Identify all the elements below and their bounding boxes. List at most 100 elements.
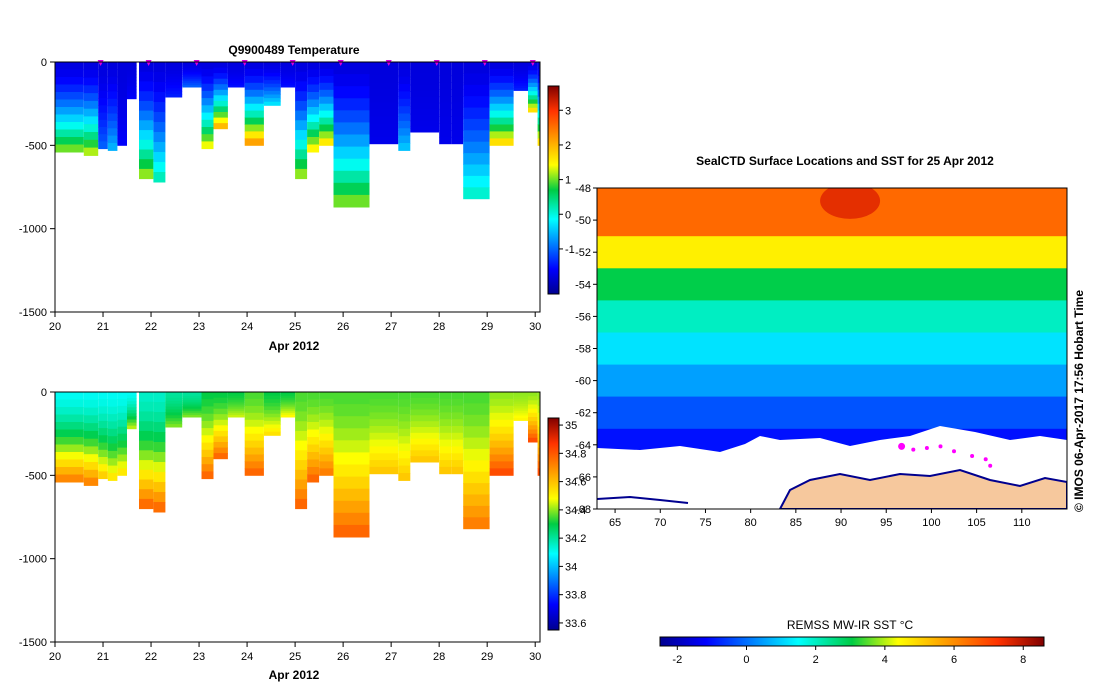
profile-18-layer [319,89,334,98]
profile-13-layer [244,82,264,91]
profile-25-layer [463,494,490,507]
profile-27-layer [513,396,528,400]
profile-21-layer [398,62,411,70]
profile-20-layer [369,62,399,70]
profile-28-layer [528,74,538,80]
profile-22-layer [410,97,440,104]
profile-0-layer [55,392,84,400]
profile-12-layer [227,68,245,71]
profile-5-layer [127,395,137,399]
profile-14-layer [263,420,281,425]
lon-tick-label: 80 [745,517,757,529]
profile-26-layer [489,419,514,428]
profile-16-layer [295,120,308,131]
profile-2-layer [98,399,108,407]
profile-0-layer [55,437,84,445]
profile-24-layer [451,89,464,97]
profile-11-layer [213,106,228,113]
profile-16-layer [295,430,308,442]
profile-2-layer [98,119,108,128]
profile-8-layer [165,88,183,92]
profile-24-layer [451,466,464,475]
profile-25-layer [463,403,490,416]
profile-24-layer [451,109,464,117]
profile-14-layer [263,65,281,70]
profile-27-layer [513,83,528,87]
antarctic-land [778,468,1067,509]
sst-band-6 [597,396,1067,430]
profile-20-layer [369,453,399,461]
seal-location [898,442,906,450]
profile-3-layer [107,106,118,115]
profile-1-layer [83,139,99,149]
lon-tick-label: 95 [880,517,892,529]
profile-10-layer [201,112,214,121]
profile-9-layer [182,398,202,401]
profile-19-layer [333,392,370,405]
profile-10-layer [201,413,214,422]
profile-1-layer [83,124,99,133]
profile-3-layer [107,98,118,107]
colorbar-tick-label: 34.8 [565,448,586,460]
profile-27-layer [513,73,528,77]
profile-18-layer [319,138,334,146]
profile-5-layer [127,62,137,66]
profile-23-layer [439,460,452,468]
profile-19-layer [333,158,370,172]
profile-21-layer [398,106,411,115]
profile-0-layer [55,62,84,70]
profile-19-layer [333,74,370,87]
profile-15-layer [280,412,296,416]
profile-6-layer [139,149,154,160]
profile-21-layer [398,436,411,445]
x-tick-label: 26 [337,651,349,663]
profile-7-layer [153,172,166,183]
profile-8-layer [165,62,183,66]
profile-21-layer [398,69,411,78]
profile-22-layer [410,73,440,80]
profile-3-layer [107,421,118,430]
profile-29-layer [537,75,540,84]
profile-4-layer [117,110,127,118]
profile-1-layer [83,438,99,447]
profile-26-layer [489,68,514,77]
profile-29-layer [537,398,540,407]
profile-20-layer [369,136,399,145]
profile-26-layer [489,433,514,442]
profile-6-layer [139,168,154,180]
profile-26-layer [489,103,514,112]
profile-17-layer [307,137,320,145]
profile-8-layer [165,73,183,78]
profile-27-layer [513,413,528,417]
profile-6-layer [139,71,154,82]
profile-25-layer [463,84,490,97]
profile-14-layer [263,94,281,99]
profile-20-layer [369,432,399,441]
profile-3-layer [107,465,118,474]
profile-8-layer [165,64,183,69]
profile-12-layer [227,80,245,84]
profile-3-layer [107,76,118,85]
profile-18-layer [319,68,334,77]
profile-18-layer [319,461,334,469]
sst-bands [597,188,1067,454]
profile-14-layer [263,428,281,433]
profile-29-layer [537,447,540,455]
profile-19-layer [333,512,370,526]
seal-location [983,457,988,462]
profile-17-layer [307,467,320,475]
profile-12-layer [227,396,245,399]
profile-11-layer [213,95,228,102]
profile-20-layer [369,398,399,407]
profile-19-layer [333,416,370,429]
profile-29-layer [537,96,540,105]
profile-4-layer [117,426,127,435]
profile-20-layer [369,123,399,131]
profile-20-layer [369,130,399,138]
profile-19-layer [333,146,370,160]
profile-6-layer [139,421,154,432]
profile-21-layer [398,458,411,467]
sst-band-1 [597,236,1067,270]
profile-6-layer [139,450,154,461]
profile-25-layer [463,73,490,86]
